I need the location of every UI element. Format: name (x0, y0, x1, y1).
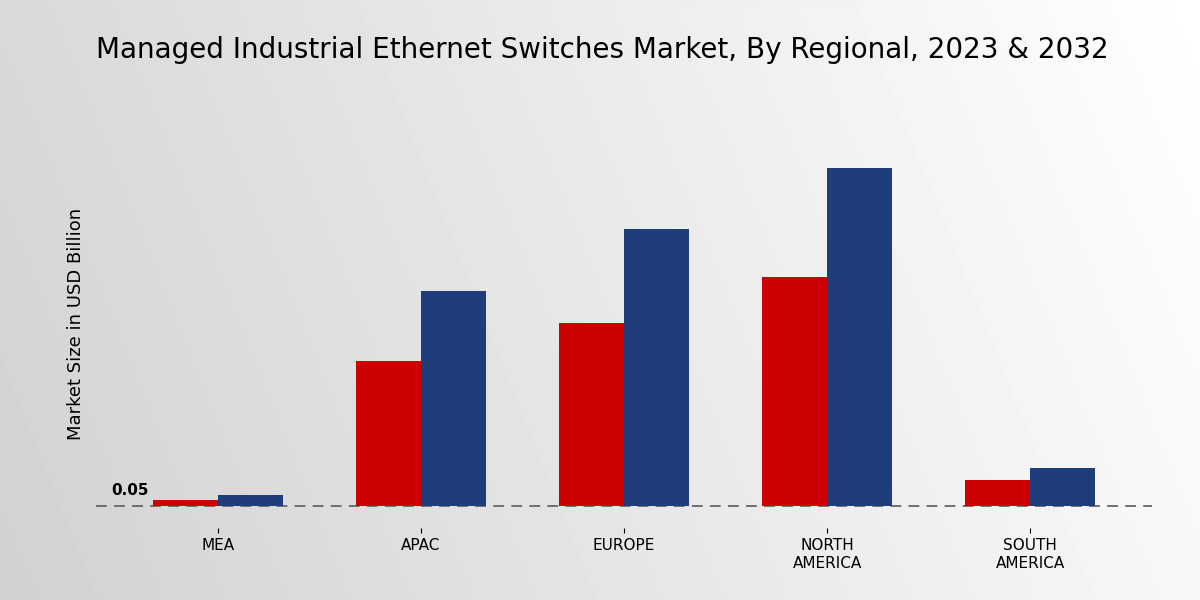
Bar (152, 500, 218, 506)
Bar (421, 292, 486, 506)
Text: 0.05: 0.05 (112, 484, 149, 499)
Bar (827, 168, 892, 506)
Bar (762, 277, 827, 506)
Bar (356, 361, 421, 506)
Bar (624, 229, 689, 506)
Bar (559, 323, 624, 506)
Bar (1030, 467, 1096, 506)
Text: Managed Industrial Ethernet Switches Market, By Regional, 2023 & 2032: Managed Industrial Ethernet Switches Mar… (96, 36, 1109, 64)
Bar (965, 480, 1030, 506)
Bar (218, 496, 283, 506)
Y-axis label: Market Size in USD Billion: Market Size in USD Billion (67, 208, 85, 440)
